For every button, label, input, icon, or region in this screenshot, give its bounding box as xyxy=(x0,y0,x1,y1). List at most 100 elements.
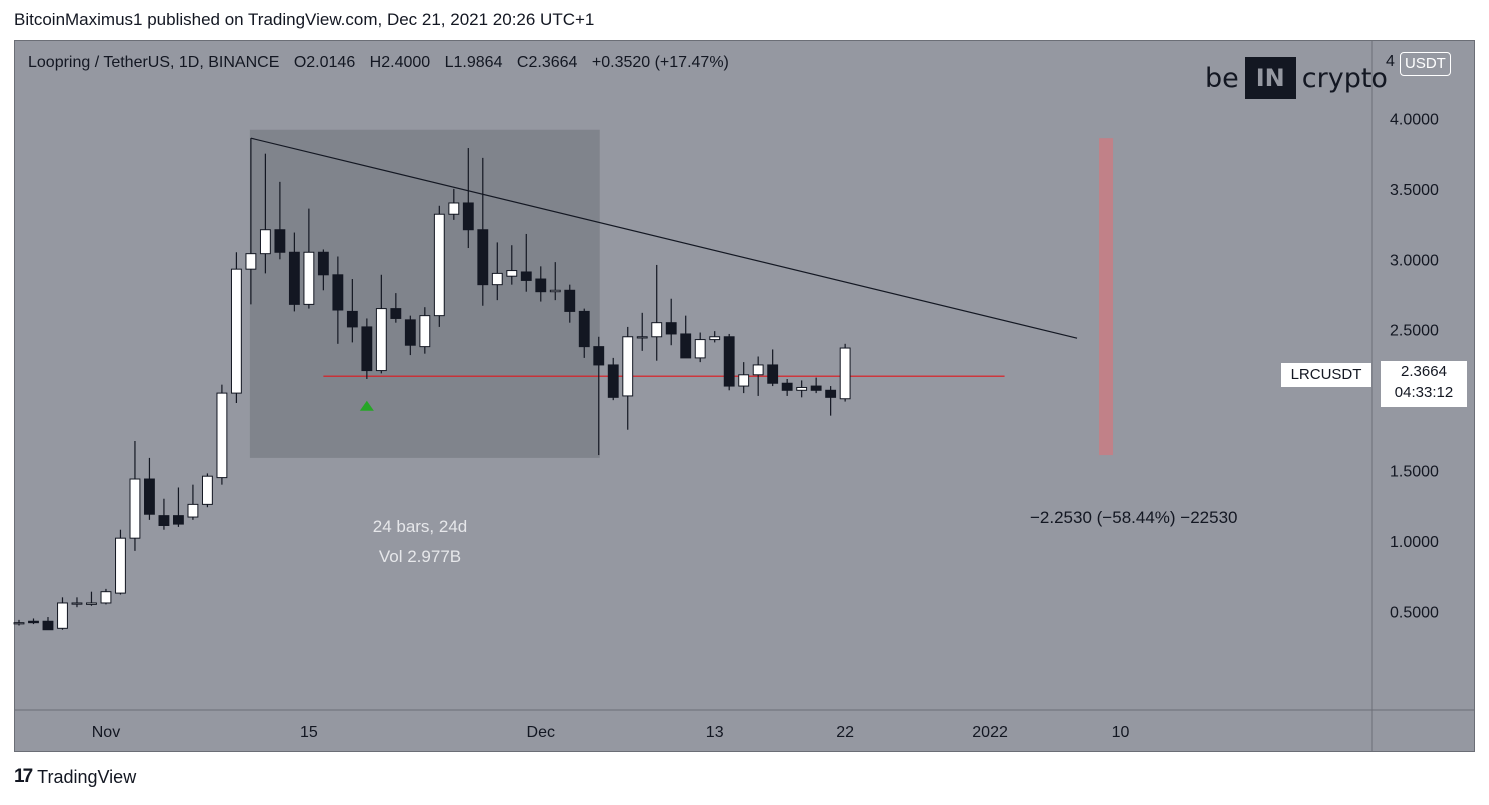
candle-body xyxy=(506,270,518,277)
legend-change: +0.3520 (+17.47%) xyxy=(591,54,729,71)
candle-body xyxy=(491,272,503,286)
candle-body xyxy=(129,478,141,539)
legend-low-label: L xyxy=(444,54,454,71)
last-price-value: 2.3664 xyxy=(1401,363,1447,380)
candle-body xyxy=(303,251,315,305)
candle-body xyxy=(274,229,286,253)
legend-high-value: 2.4000 xyxy=(381,54,431,71)
candle-body xyxy=(361,326,373,372)
candle-body xyxy=(419,315,431,348)
brand-right: crypto xyxy=(1301,62,1388,94)
bar-countdown: 04:33:12 xyxy=(1394,384,1454,401)
candle-body xyxy=(535,278,547,293)
legend-high-label: H xyxy=(369,54,382,71)
candle-body xyxy=(245,253,257,270)
descending-trendline xyxy=(250,137,1078,339)
candle-body xyxy=(767,364,779,384)
candle-body xyxy=(259,229,271,255)
date-range-volume: Vol 2.977B xyxy=(378,547,462,566)
brand-box: IN xyxy=(1244,57,1296,99)
publisher-line: BitcoinMaximus1 published on TradingView… xyxy=(14,10,595,29)
y-tick-label: 3.5000 xyxy=(1390,182,1439,199)
candle-body xyxy=(549,289,561,293)
candle-body xyxy=(738,374,750,387)
candle-body xyxy=(680,333,692,359)
candle-body xyxy=(100,591,112,604)
candle-body xyxy=(578,310,590,348)
candle-body xyxy=(839,347,851,400)
candle-body xyxy=(404,319,416,346)
y-tick-label: 2.5000 xyxy=(1390,323,1439,340)
legend-low-value: 1.9864 xyxy=(453,54,503,71)
price-unit-button[interactable]: USDT xyxy=(1400,52,1451,76)
candle-body xyxy=(810,385,822,391)
y-tick-label: 1.0000 xyxy=(1390,534,1439,551)
candle-body xyxy=(477,229,489,286)
candle-body xyxy=(201,475,213,505)
candle-body xyxy=(187,503,199,518)
candle-body xyxy=(448,202,460,215)
candle-body xyxy=(57,602,68,629)
candle-body xyxy=(709,336,721,341)
candle-body xyxy=(752,364,764,376)
candle-body xyxy=(622,336,634,397)
candle-body xyxy=(346,310,358,328)
candle-body xyxy=(607,364,619,398)
candle-body xyxy=(173,515,184,525)
candle-body xyxy=(593,346,605,366)
tradingview-wordmark: TradingView xyxy=(37,766,137,787)
candle-body xyxy=(86,602,97,605)
candle-body xyxy=(564,289,576,312)
candle-body xyxy=(433,213,445,317)
date-range-bars: 24 bars, 24d xyxy=(372,517,468,536)
candle-body xyxy=(71,602,83,605)
last-price-label: 2.3664 04:33:12 xyxy=(1381,361,1467,407)
beincrypto-logo: be IN crypto xyxy=(1205,56,1388,100)
candle-body xyxy=(332,274,344,311)
candle-body xyxy=(216,392,228,479)
y-tick-label: 3.0000 xyxy=(1390,252,1439,269)
candle-body xyxy=(825,389,837,398)
candle-body xyxy=(462,202,474,231)
legend-close-value: 2.3664 xyxy=(528,54,578,71)
x-tick-label: Dec xyxy=(527,724,555,741)
tradingview-mark-icon: 17 xyxy=(14,766,33,787)
candle-body xyxy=(390,308,402,319)
candle-body xyxy=(288,251,300,305)
candle-body xyxy=(230,268,242,394)
legend-symbol: Loopring / TetherUS, 1D, BINANCE xyxy=(28,54,280,71)
candle-body xyxy=(375,308,387,372)
candle-body xyxy=(520,271,532,281)
measure-label: −2.2530 (−58.44%) −22530 xyxy=(1030,508,1238,527)
candle-body xyxy=(723,336,735,387)
measure-bar xyxy=(1099,138,1114,456)
candle-body xyxy=(665,322,677,335)
candle-body xyxy=(42,620,54,631)
x-tick-label: 13 xyxy=(706,724,724,741)
tradingview-logo[interactable]: 17 TradingView xyxy=(14,766,136,788)
candle-body xyxy=(317,251,329,276)
y-tick-label: 1.5000 xyxy=(1390,464,1439,481)
candle-body xyxy=(28,620,39,624)
candle-body xyxy=(636,336,648,339)
buy-arrow-icon xyxy=(359,400,374,411)
last-price-symbol: LRCUSDT xyxy=(1281,363,1371,387)
y-tick-label: 4.0000 xyxy=(1390,111,1439,128)
x-tick-label: Nov xyxy=(92,724,120,741)
candle-body xyxy=(158,515,170,526)
y-tick-label: 0.5000 xyxy=(1390,604,1439,621)
x-tick-label: 10 xyxy=(1112,724,1130,741)
legend-close-label: C xyxy=(516,54,529,71)
candle-body xyxy=(13,622,25,625)
date-range-box xyxy=(249,129,600,458)
date-range-info: 24 bars, 24d Vol 2.977B xyxy=(320,512,520,572)
candle-body xyxy=(651,322,663,338)
candle-body xyxy=(115,537,126,594)
x-tick-label: 15 xyxy=(300,724,318,741)
candle-body xyxy=(781,382,793,391)
brand-left: be xyxy=(1205,62,1239,94)
x-tick-label: 2022 xyxy=(972,724,1008,741)
candle-body xyxy=(694,339,706,359)
ohlc-legend: Loopring / TetherUS, 1D, BINANCE O2.0146… xyxy=(28,54,729,72)
